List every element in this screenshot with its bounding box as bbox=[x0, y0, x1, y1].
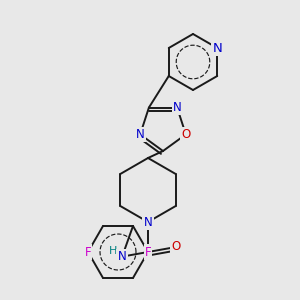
Text: O: O bbox=[171, 241, 181, 254]
Text: N: N bbox=[173, 101, 182, 114]
Text: N: N bbox=[144, 215, 152, 229]
Text: N: N bbox=[118, 250, 126, 263]
Text: O: O bbox=[181, 128, 190, 141]
Text: N: N bbox=[212, 41, 222, 55]
Text: N: N bbox=[136, 128, 145, 141]
Text: H: H bbox=[109, 246, 117, 256]
Text: F: F bbox=[85, 245, 91, 259]
Text: F: F bbox=[145, 245, 151, 259]
